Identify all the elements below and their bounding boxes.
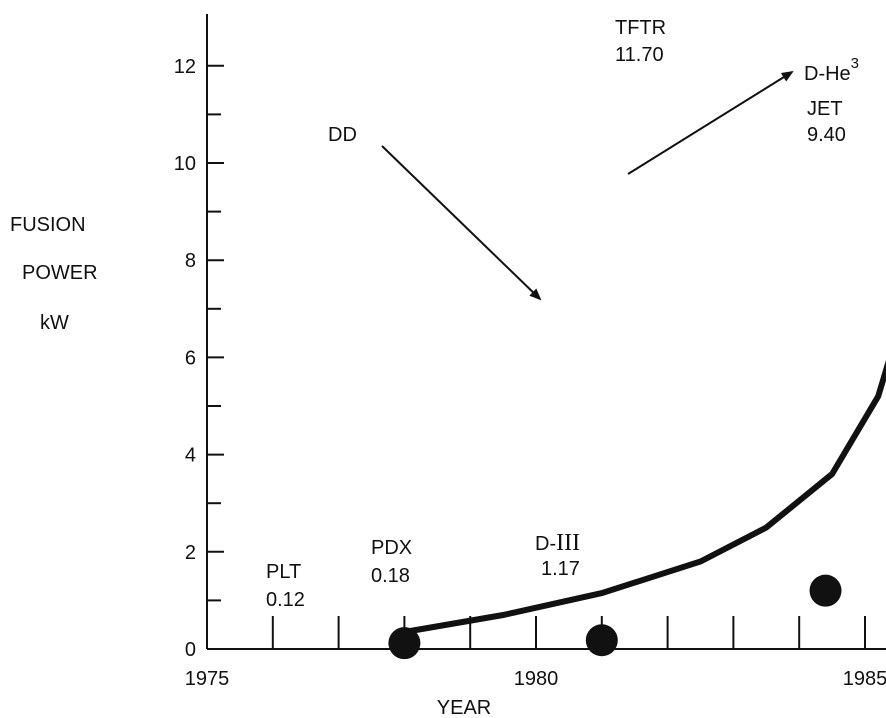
x-ticks <box>271 616 866 649</box>
y-axis-label-line-2: POWER <box>22 262 98 284</box>
x-tick-labels: 1975198019851990 <box>185 668 886 690</box>
jet-value: 9.40 <box>807 124 846 146</box>
dhe3-label-main: D-He <box>804 63 851 85</box>
tftr-label: TFTR <box>615 17 666 39</box>
y-tick-labels: 0 2 4 6 8 10 12 <box>174 56 196 661</box>
data-point-0 <box>388 627 421 660</box>
x-tick-label: 1980 <box>514 668 559 690</box>
y-tick-label: 2 <box>185 542 196 564</box>
y-tick-label: 10 <box>174 153 196 175</box>
plt-label: PLT <box>266 561 301 583</box>
jet-label: JET <box>807 98 843 120</box>
x-axis-label: YEAR <box>437 697 491 718</box>
y-tick-label: 4 <box>185 445 196 467</box>
dd-curve-line <box>401 359 886 635</box>
diii-label: D-III <box>535 530 580 556</box>
diii-label-prefix: D- <box>535 533 556 555</box>
pdx-label: PDX <box>371 537 412 559</box>
plt-value: 0.12 <box>266 589 305 611</box>
pdx-value: 0.18 <box>371 565 410 587</box>
diii-value: 1.17 <box>541 558 580 580</box>
y-tick-label: 0 <box>185 639 196 661</box>
x-tick-label: 1985 <box>843 668 886 690</box>
dd-arrow <box>381 145 542 301</box>
y-axis-label-line-3: kW <box>40 312 69 334</box>
y-ticks <box>207 64 224 650</box>
dhe3-arrow <box>627 70 794 175</box>
diii-label-suffix: III <box>556 530 580 556</box>
y-tick-label: 12 <box>174 56 196 78</box>
tftr-value: 11.70 <box>615 44 664 66</box>
data-point-1 <box>585 624 618 657</box>
y-tick-label: 8 <box>185 250 196 272</box>
dhe3-label-superscript: 3 <box>851 55 859 72</box>
x-tick-label: 1975 <box>185 668 230 690</box>
dhe3-label: D-He3 <box>804 55 859 85</box>
dd-label: DD <box>328 124 357 146</box>
y-tick-label: 6 <box>185 347 196 369</box>
y-axis-label-line-1: FUSION <box>10 214 86 236</box>
data-point-2 <box>809 574 842 607</box>
data-points <box>388 574 842 660</box>
